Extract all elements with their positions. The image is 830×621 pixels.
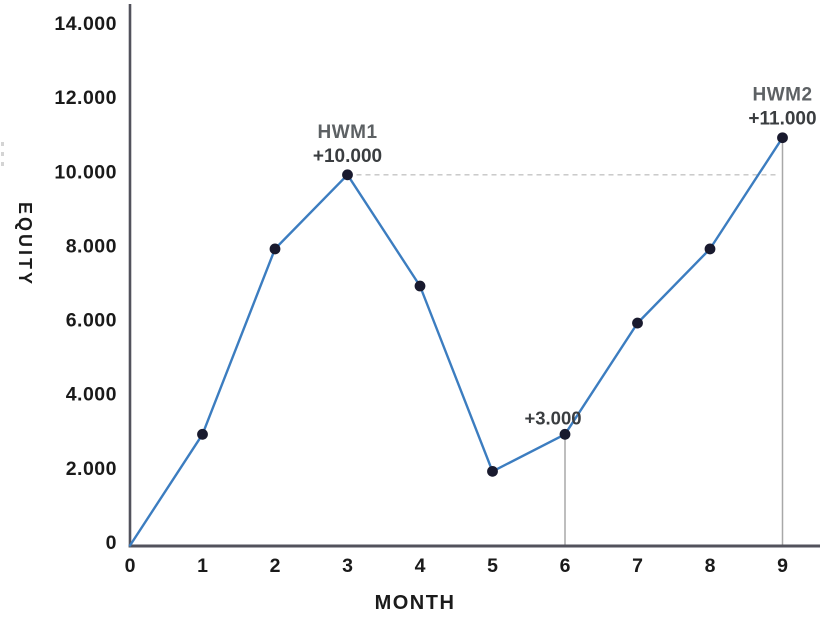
x-tick-label: 6 — [560, 555, 571, 577]
annotation-value-recovery-low: +3.000 — [524, 407, 581, 428]
equity-line — [128, 136, 784, 547]
annotation-value-hwm2: +11.000 — [748, 109, 816, 130]
y-tick-label: 14.000 — [54, 13, 117, 35]
y-tick-label: 2.000 — [66, 458, 117, 480]
x-tick-label: 5 — [487, 555, 498, 577]
x-tick-label: 4 — [415, 555, 426, 577]
x-tick-label: 3 — [342, 555, 353, 577]
data-point-month-9 — [777, 132, 788, 144]
y-tick-label: 10.000 — [54, 161, 117, 183]
y-axis-title: EQUITY — [15, 202, 35, 288]
x-tick-label: 9 — [777, 555, 788, 577]
y-tick-label: 0 — [106, 532, 117, 554]
x-tick-label: 8 — [705, 555, 716, 577]
y-tick-label: 4.000 — [66, 384, 117, 406]
x-axis-title: MONTH — [374, 592, 456, 614]
data-point-month-3 — [342, 169, 353, 181]
data-point-month-4 — [414, 280, 426, 292]
y-tick-label: 6.000 — [66, 310, 117, 332]
annotation-value-hwm1: +10.000 — [313, 146, 382, 167]
data-point-month-7 — [632, 317, 643, 329]
y-tick-label: 8.000 — [66, 235, 117, 257]
data-point-month-1 — [197, 428, 208, 440]
edge-artifact — [1, 142, 4, 170]
x-tick-label: 0 — [125, 555, 136, 577]
annotation-title-hwm2: HWM2 — [752, 85, 812, 106]
data-point-month-2 — [269, 243, 281, 255]
x-tick-label: 1 — [197, 555, 208, 577]
annotation-title-hwm1: HWM1 — [317, 122, 377, 143]
data-point-month-8 — [704, 243, 716, 255]
y-tick-label: 12.000 — [54, 87, 117, 109]
x-tick-label: 7 — [632, 555, 643, 577]
data-point-month-5 — [487, 465, 498, 477]
x-tick-label: 2 — [270, 555, 281, 577]
data-point-month-6 — [559, 428, 571, 440]
